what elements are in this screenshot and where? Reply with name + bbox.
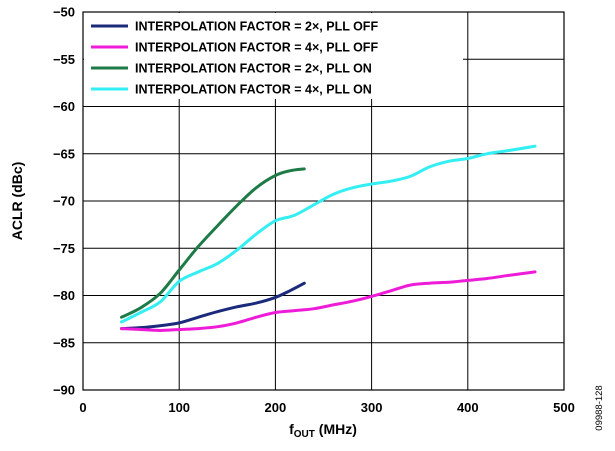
- x-axis-title-main: f: [289, 421, 294, 437]
- y-tick-label: −65: [53, 146, 75, 161]
- y-tick-labels: −90 −85 −80 −75 −70 −65 −60 −55 −50: [53, 5, 75, 398]
- legend-box: [84, 13, 463, 99]
- x-tick-label: 300: [361, 400, 383, 415]
- y-tick-label: −85: [53, 335, 75, 350]
- legend-label-3: INTERPOLATION FACTOR = 2×, PLL ON: [135, 62, 372, 76]
- x-tick-label: 0: [79, 400, 86, 415]
- legend: INTERPOLATION FACTOR = 2×, PLL OFF INTERP…: [84, 13, 463, 99]
- y-tick-label: −55: [53, 52, 75, 67]
- plot-frame: [82, 11, 565, 391]
- y-tick-label: −50: [53, 5, 75, 20]
- x-axis-title-unit: (MHz): [315, 421, 357, 437]
- x-tick-label: 100: [168, 400, 190, 415]
- y-tick-label: −80: [53, 288, 75, 303]
- figure-id: 09988-128: [594, 385, 605, 430]
- y-tick-label: −60: [53, 99, 75, 114]
- x-axis-title: fOUT (MHz): [289, 421, 357, 440]
- legend-label-4: INTERPOLATION FACTOR = 4×, PLL ON: [135, 83, 372, 97]
- y-tick-label: −90: [53, 383, 75, 398]
- x-tick-label: 400: [457, 400, 479, 415]
- series-line-2: [120, 270, 537, 332]
- y-tick-label: −70: [53, 194, 75, 209]
- series-line-1: [120, 281, 306, 331]
- y-tick-label: −75: [53, 241, 75, 256]
- y-axis-title: ACLR (dBc): [9, 162, 25, 241]
- series-line-4: [120, 144, 537, 324]
- series-lines: [120, 144, 537, 332]
- legend-label-1: INTERPOLATION FACTOR = 2×, PLL OFF: [135, 20, 378, 34]
- x-tick-labels: 0 100 200 300 400 500: [79, 400, 574, 415]
- legend-label-2: INTERPOLATION FACTOR = 4×, PLL OFF: [135, 41, 378, 55]
- x-axis-title-subscript: OUT: [294, 429, 315, 440]
- series-line-3: [120, 167, 306, 319]
- x-tick-label: 500: [553, 400, 575, 415]
- x-tick-label: 200: [265, 400, 287, 415]
